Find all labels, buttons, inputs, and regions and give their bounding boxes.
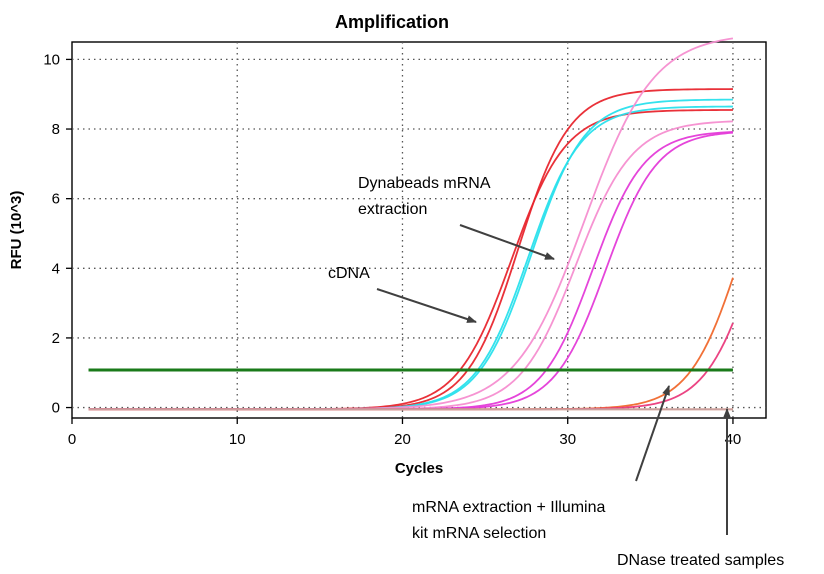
- chart-title: Amplification: [335, 12, 449, 32]
- annotation-dynabeads-line1: Dynabeads mRNA: [358, 175, 491, 192]
- annotation-illumina-line1: mRNA extraction + Illumina: [412, 499, 606, 516]
- annotation-illumina-line2: kit mRNA selection: [412, 525, 546, 542]
- x-tick-label: 30: [559, 431, 576, 448]
- arrow-cdna: [376, 288, 477, 323]
- annotation-dynabeads: Dynabeads mRNA extraction: [358, 175, 494, 218]
- arrow-dynabeads: [459, 224, 555, 260]
- y-tick-label: 0: [52, 400, 60, 417]
- annotation-cdna: cDNA: [328, 265, 370, 282]
- x-axis-title: Cycles: [395, 460, 443, 477]
- axis-ticks: [66, 58, 734, 424]
- x-tick-label: 10: [229, 431, 246, 448]
- y-tick-label: 2: [52, 330, 60, 347]
- annotation-dynabeads-line2: extraction: [358, 201, 427, 218]
- x-tick-label: 20: [394, 431, 411, 448]
- arrow-illumina: [635, 385, 670, 482]
- y-tick-label: 6: [52, 191, 60, 208]
- amplification-curves: [88, 37, 734, 411]
- y-tick-label: 10: [43, 51, 60, 68]
- y-tick-label: 8: [52, 121, 60, 138]
- annotation-illumina: mRNA extraction + Illumina kit mRNA sele…: [412, 499, 610, 542]
- grid-lines: [72, 42, 766, 418]
- plot-area: [71, 41, 767, 419]
- y-axis-title: RFU (10^3): [8, 191, 25, 270]
- y-tick-labels: 0 2 4 6 8 10: [43, 51, 60, 416]
- y-tick-label: 4: [52, 260, 60, 277]
- x-tick-label: 40: [725, 431, 742, 448]
- annotation-dnase: DNase treated samples: [617, 552, 784, 569]
- x-tick-labels: 0 10 20 30 40: [68, 431, 741, 448]
- x-tick-label: 0: [68, 431, 76, 448]
